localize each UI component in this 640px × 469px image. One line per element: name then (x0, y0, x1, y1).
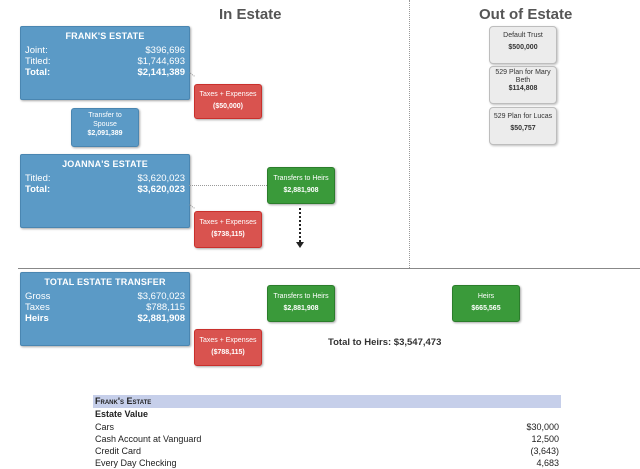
out-heirs-value: $665,565 (471, 305, 501, 312)
joanna-heirs-label: Transfers to Heirs (273, 175, 329, 182)
total-gross-row: Gross $3,670,023 (25, 291, 185, 302)
joannas-estate-title: JOANNA'S ESTATE (62, 159, 148, 169)
joanna-heirs-value: $2,881,908 (283, 187, 319, 194)
transfer-to-spouse-box[interactable]: Transfer to Spouse $2,091,389 (71, 108, 139, 147)
joanna-taxes-box[interactable]: Taxes + Expenses ($738,115) (194, 211, 262, 248)
total-to-heirs-text: Total to Heirs: $3,547,473 (328, 337, 442, 348)
frank-taxes-label: Taxes + Expenses (199, 91, 257, 98)
section-divider (18, 268, 640, 269)
down-arrow-icon (296, 242, 304, 248)
franks-estate-table: Frank's Estate Estate Value Cars $30,000 … (93, 395, 561, 469)
table-row: Cash Account at Vanguard 12,500 (95, 434, 559, 444)
total-estate-title: TOTAL ESTATE TRANSFER (44, 277, 166, 287)
in-estate-header: In Estate (219, 6, 282, 23)
total-heirs-row: Heirs $2,881,908 (25, 313, 185, 324)
total-heirs-value: $2,881,908 (283, 305, 319, 312)
joanna-taxes-label: Taxes + Expenses (199, 219, 257, 226)
franks-total-row: Total: $2,141,389 (25, 67, 185, 78)
total-taxes-box[interactable]: Taxes + Expenses ($788,115) (194, 329, 262, 366)
joanna-transfers-to-heirs-box[interactable]: Transfers to Heirs $2,881,908 (267, 167, 335, 204)
plan-mary-beth-box[interactable]: 529 Plan for Mary Beth $114,808 (489, 66, 557, 104)
table-row: Every Day Checking 4,683 (95, 458, 559, 468)
total-taxes-row: Taxes $788,115 (25, 302, 185, 313)
plan-lucas-label: 529 Plan for Lucas (493, 113, 553, 120)
joannas-estate-box[interactable]: JOANNA'S ESTATE Titled: $3,620,023 Total:… (20, 154, 190, 228)
default-trust-label: Default Trust (503, 32, 543, 39)
frank-taxes-value: ($50,000) (213, 103, 243, 110)
flow-arrow-line (299, 208, 301, 242)
franks-titled-row: Titled: $1,744,693 (25, 56, 185, 67)
joannas-titled-row: Titled: $3,620,023 (25, 173, 185, 184)
default-trust-value: $500,000 (508, 44, 538, 51)
total-estate-transfer-box[interactable]: TOTAL ESTATE TRANSFER Gross $3,670,023 Ta… (20, 272, 190, 346)
column-divider (409, 0, 410, 268)
default-trust-box[interactable]: Default Trust $500,000 (489, 26, 557, 64)
table-section-title: Estate Value (95, 409, 149, 419)
joannas-total-row: Total: $3,620,023 (25, 184, 185, 195)
plan-mary-beth-value: $114,808 (508, 85, 538, 92)
table-band-title: Frank's Estate (93, 395, 561, 408)
joanna-taxes-value: ($738,115) (211, 231, 245, 238)
franks-estate-title: FRANK'S ESTATE (65, 31, 145, 41)
connector-line (189, 204, 195, 209)
frank-taxes-box[interactable]: Taxes + Expenses ($50,000) (194, 84, 262, 119)
transfer-to-spouse-value: $2,091,389 (87, 130, 123, 137)
total-transfers-to-heirs-box[interactable]: Transfers to Heirs $2,881,908 (267, 285, 335, 322)
out-heirs-box[interactable]: Heirs $665,565 (452, 285, 520, 322)
plan-mary-beth-label: 529 Plan for Mary Beth (495, 69, 551, 84)
out-of-estate-header: Out of Estate (479, 6, 573, 23)
out-heirs-label: Heirs (477, 293, 495, 300)
franks-joint-row: Joint: $396,696 (25, 45, 185, 56)
franks-estate-box[interactable]: FRANK'S ESTATE Joint: $396,696 Titled: $1,… (20, 26, 190, 100)
transfer-to-spouse-label: Transfer to Spouse (88, 112, 122, 128)
connector-line (189, 72, 195, 77)
connector-line (189, 185, 267, 186)
total-taxes-value: ($788,115) (211, 349, 245, 356)
plan-lucas-box[interactable]: 529 Plan for Lucas $50,757 (489, 107, 557, 145)
total-taxes-label: Taxes + Expenses (199, 337, 257, 344)
plan-lucas-value: $50,757 (510, 125, 536, 132)
table-row: Credit Card (3,643) (95, 446, 559, 456)
total-heirs-label: Transfers to Heirs (273, 293, 329, 300)
table-row: Cars $30,000 (95, 422, 559, 432)
